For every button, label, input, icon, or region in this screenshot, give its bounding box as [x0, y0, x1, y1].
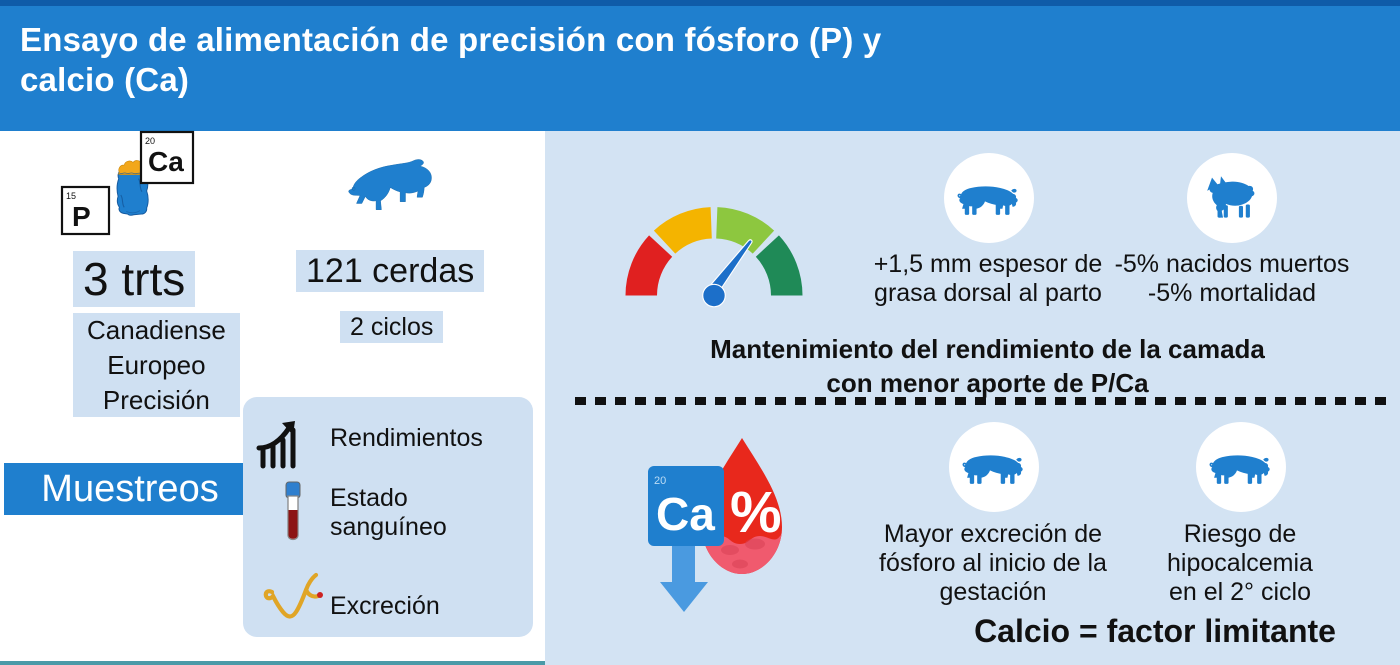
- svg-text:%: %: [730, 480, 782, 545]
- svg-text:20: 20: [654, 475, 666, 487]
- svg-text:20: 20: [145, 136, 155, 146]
- svg-text:Ca: Ca: [656, 488, 715, 540]
- svg-text:Ca: Ca: [148, 146, 184, 177]
- svg-text:P: P: [72, 201, 91, 232]
- svg-text:15: 15: [66, 191, 76, 201]
